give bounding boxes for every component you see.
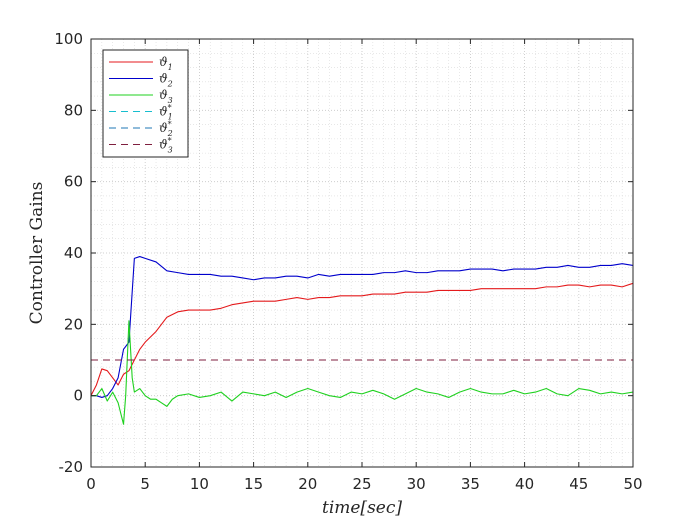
y-axis-label: Controller Gains <box>27 182 47 325</box>
legend-box <box>102 49 189 158</box>
legend-label: ϑ* 2 <box>159 120 173 138</box>
x-tick-label: 0 <box>86 475 96 493</box>
x-tick-label: 50 <box>623 475 642 493</box>
y-tick-label: 40 <box>64 244 83 262</box>
x-tick-label: 20 <box>298 475 317 493</box>
y-tick-label: 60 <box>64 173 83 191</box>
y-tick-label: -20 <box>59 458 84 476</box>
y-tick-label: 80 <box>64 101 83 119</box>
legend-label: ϑ* 3 <box>159 137 173 155</box>
y-tick-label: 0 <box>73 387 83 405</box>
axis-ticks <box>90 38 634 468</box>
x-tick-label: 30 <box>407 475 426 493</box>
x-tick-label: 45 <box>569 475 588 493</box>
x-tick-label: 40 <box>515 475 534 493</box>
series-line-2 <box>91 256 634 399</box>
x-axis-label: time[sec] <box>322 498 402 518</box>
x-tick-label: 10 <box>190 475 209 493</box>
x-tick-label: 15 <box>244 475 263 493</box>
x-tick-label: 25 <box>352 475 371 493</box>
series-line-1 <box>90 282 634 396</box>
y-tick-label: 100 <box>54 30 83 48</box>
x-tick-label: 5 <box>140 475 150 493</box>
legend-label: ϑ* 1 <box>159 104 173 122</box>
y-tick-label: 20 <box>64 315 83 333</box>
x-tick-label: 35 <box>461 475 480 493</box>
series-line-3 <box>91 320 634 425</box>
